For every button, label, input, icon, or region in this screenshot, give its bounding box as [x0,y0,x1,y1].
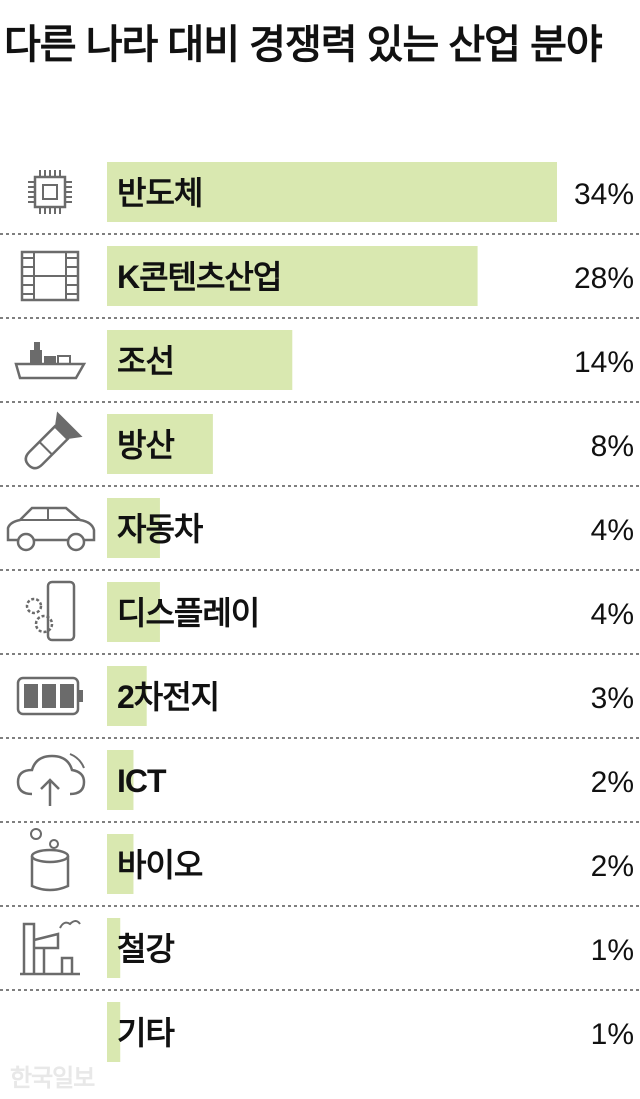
value-label: 4% [591,598,634,631]
bio-icon [30,828,70,892]
bar [107,162,557,222]
watermark: 한국일보 [10,1065,95,1092]
bar [107,1002,121,1062]
value-label: 2% [591,766,634,799]
value-label: 34% [574,178,634,211]
bar [107,918,121,978]
bar-row: 자동차 4% [0,498,640,571]
category-label: 디스플레이 [117,595,259,631]
value-label: 28% [574,262,634,295]
bar-chart: 반도체 34% K콘텐츠산업 28% 조선 14% 방산 8% 자동차 4% 디스플레이 4% 2차전지… [0,162,640,1062]
bar-row: ICT 2% [0,750,640,823]
category-label: 자동차 [117,511,204,547]
bar-row: K콘텐츠산업 28% [0,246,640,319]
category-label: 바이오 [117,847,203,883]
category-label: 조선 [117,343,174,379]
display-icon [25,580,76,642]
value-label: 1% [591,934,634,967]
bar-row: 방산 8% [0,411,640,487]
bar [107,330,293,390]
bar [107,246,478,306]
bar [107,582,160,642]
value-label: 14% [574,346,634,379]
category-label: ICT [117,763,167,799]
chip-icon [28,170,72,214]
category-label: 방산 [117,427,174,463]
bar [107,834,134,894]
bar-row: 조선 14% [0,330,640,403]
value-label: 2% [591,850,634,883]
bar [107,414,213,474]
category-label: K콘텐츠산업 [117,259,281,295]
film-icon [20,250,80,302]
bar-row: 기타 1% [107,1002,634,1062]
chart-title: 다른 나라 대비 경쟁력 있는 산업 분야 [4,23,603,67]
value-label: 8% [591,430,634,463]
car-icon [6,506,96,552]
bar-row: 철강 1% [0,918,640,991]
category-label: 2차전지 [117,679,219,715]
missile-icon [24,411,83,470]
bar-row: 반도체 34% [0,162,640,235]
category-label: 반도체 [117,175,202,211]
steel-icon [20,920,81,976]
bar [107,666,147,726]
value-label: 3% [591,682,634,715]
cloud-icon [16,753,86,806]
category-label: 철강 [117,931,174,967]
bar-row: 바이오 2% [0,828,640,907]
bar [107,750,134,810]
ship-icon [14,342,87,380]
category-label: 기타 [117,1015,175,1051]
value-label: 1% [591,1018,634,1051]
bar-row: 디스플레이 4% [0,580,640,655]
bar [107,498,160,558]
bar-row: 2차전지 3% [0,666,640,739]
value-label: 4% [591,514,634,547]
battery-icon [16,676,83,716]
